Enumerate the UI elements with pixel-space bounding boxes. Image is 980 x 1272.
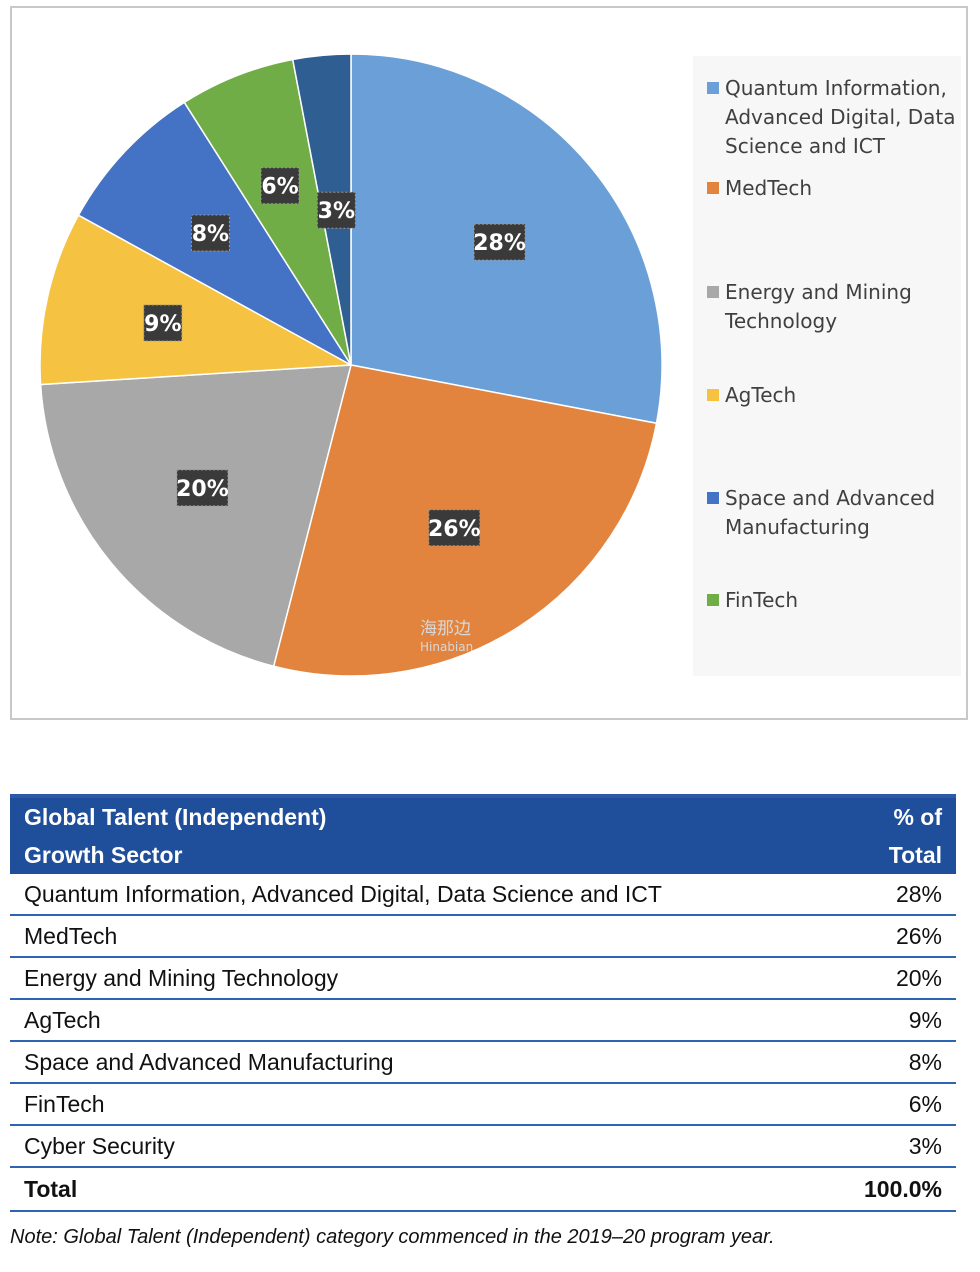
table-row: Cyber Security 3% [10,1125,956,1168]
svg-text:3%: 3% [318,199,355,224]
svg-text:28%: 28% [473,231,526,256]
pie-chart: 28% 26% 20% 9% 8% 6% 3% [39,53,663,677]
legend-swatch [707,492,719,504]
table-header-row: Global Talent (Independent) Growth Secto… [10,794,956,874]
legend-item-energy-and-mining-technology: Energy and Mining Technology [707,278,957,336]
watermark-sub: Hinabian [420,640,474,654]
cell-pct: 9% [826,999,956,1042]
header-sector: Global Talent (Independent) Growth Secto… [10,794,827,874]
cell-sector: MedTech [10,915,827,958]
legend-label: AgTech [725,383,797,407]
table-row: AgTech 9% [10,999,956,1042]
table-note: Note: Global Talent (Independent) catego… [10,1226,775,1248]
cell-sector: FinTech [10,1083,827,1126]
pie-slice-energy-and-mining-technology [39,364,352,668]
legend-swatch [707,594,719,606]
legend-item-space-and-advanced-manufacturing: Space and Advanced Manufacturing [707,484,957,542]
legend-item-medtech: MedTech [707,174,957,203]
cell-sector: AgTech [10,999,827,1042]
table-total-row: Total 100.0% [10,1167,956,1212]
cell-sector: Energy and Mining Technology [10,957,827,1000]
cell-pct: 8% [826,1041,956,1084]
data-label-cyber-security: 3% [316,191,356,229]
cell-pct: 26% [826,915,956,958]
legend-label: MedTech [725,176,813,200]
legend-label: FinTech [725,588,799,612]
watermark-text: 海那边 [420,619,471,639]
header-pct-line1: % of [893,804,942,830]
legend-label: Energy and Mining Technology [725,280,912,333]
total-label: Total [10,1167,827,1212]
legend-item-fintech: FinTech [707,586,957,615]
legend-swatch [707,82,719,94]
chart-frame: 28% 26% 20% 9% 8% 6% 3% Quantum Information, A… [10,6,968,720]
svg-text:20%: 20% [176,477,229,502]
data-label-energy-and-mining-technology: 20% [176,469,229,507]
header-sector-line1: Global Talent (Independent) [24,804,327,830]
data-label-fintech: 6% [260,167,300,205]
svg-text:9%: 9% [144,312,181,337]
svg-text:6%: 6% [261,175,298,200]
svg-text:26%: 26% [428,517,481,542]
svg-text:8%: 8% [192,222,229,247]
cell-pct: 20% [826,957,956,1000]
header-pct: % of Total [826,794,956,874]
legend-swatch [707,182,719,194]
data-label-medtech: 26% [428,509,481,547]
chart-legend: Quantum Information, Advanced Digital, D… [693,56,961,676]
legend-swatch [707,286,719,298]
cell-pct: 3% [826,1125,956,1168]
sector-table: Global Talent (Independent) Growth Secto… [10,794,956,1212]
table-row: FinTech 6% [10,1083,956,1126]
legend-item-agtech: AgTech [707,381,957,410]
header-sector-line2: Growth Sector [24,842,183,868]
table-row: MedTech 26% [10,915,956,958]
legend-item-quantum-information-advanced-digital-data-science-and-ict: Quantum Information, Advanced Digital, D… [707,74,957,161]
legend-label: Space and Advanced Manufacturing [725,486,936,539]
pie-slice-agtech [39,214,354,386]
data-label-space-and-advanced-manufacturing: 8% [190,214,230,252]
legend-label: Quantum Information, Advanced Digital, D… [725,76,956,158]
cell-sector: Quantum Information, Advanced Digital, D… [10,874,827,916]
table-row: Energy and Mining Technology 20% [10,957,956,1000]
cell-pct: 28% [826,874,956,916]
table-row: Space and Advanced Manufacturing 8% [10,1041,956,1084]
cell-sector: Space and Advanced Manufacturing [10,1041,827,1084]
data-label-quantum-information-advanced-digital-data-science-and-ict: 28% [473,223,526,261]
watermark: 海那边 Hinabian [420,620,473,656]
legend-swatch [707,389,719,401]
header-pct-line2: Total [888,842,942,868]
cell-sector: Cyber Security [10,1125,827,1168]
cell-pct: 6% [826,1083,956,1126]
table-row: Quantum Information, Advanced Digital, D… [10,874,956,916]
total-pct: 100.0% [826,1167,956,1212]
data-label-agtech: 9% [143,304,183,342]
